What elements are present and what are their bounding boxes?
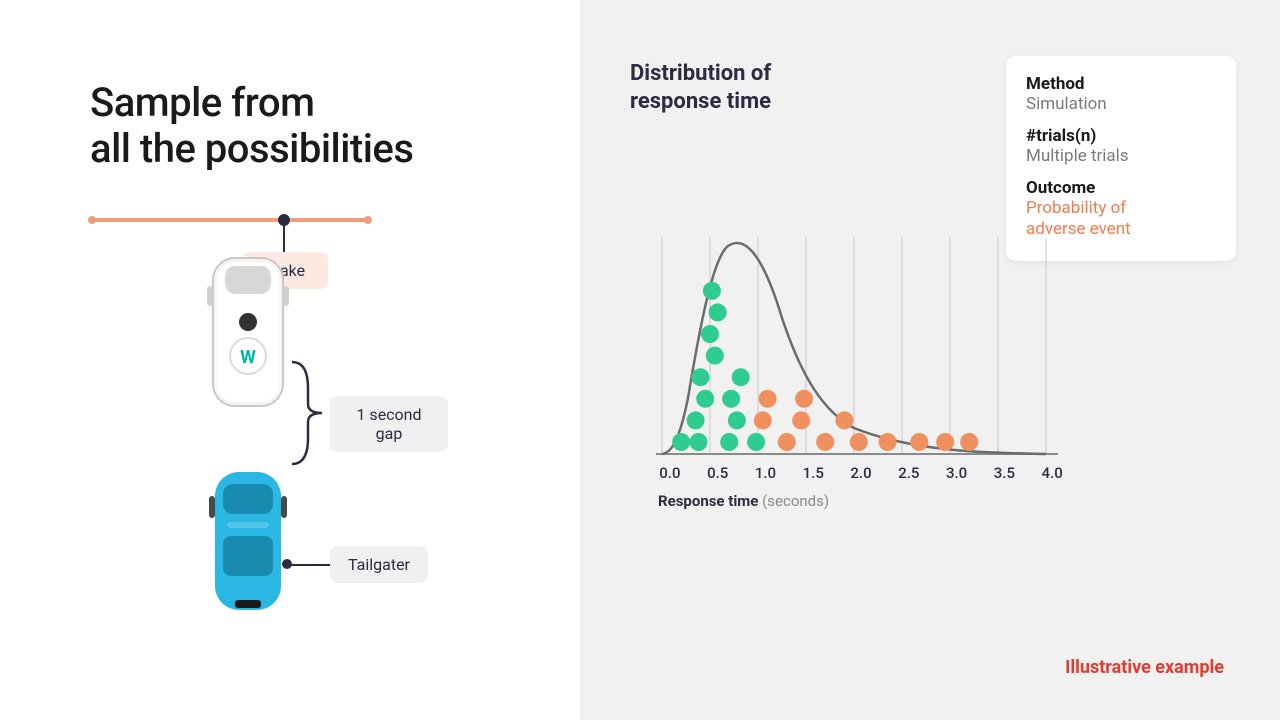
outcome-value-l1: Probability of (1026, 198, 1126, 218)
right-panel: Distribution of response time Method Sim… (580, 0, 1280, 720)
headline-line1: Sample from (90, 79, 314, 126)
slider-stem (283, 224, 285, 252)
headline: Sample from all the possibilities (90, 80, 520, 172)
chart-title-line1: Distribution of (630, 61, 771, 86)
tailgater-label: Tailgater (330, 546, 428, 583)
left-panel: Sample from all the possibilities Brake … (0, 0, 580, 720)
vehicle-diagram: Brake W 1 second gap T (90, 208, 470, 638)
trials-value: Multiple trials (1026, 146, 1216, 166)
distribution-chart: 0.00.51.01.52.02.53.03.54.0 Response tim… (646, 228, 1076, 538)
x-tick: 1.0 (742, 464, 790, 482)
x-axis-labels: 0.00.51.01.52.02.53.03.54.0 (646, 464, 1076, 482)
tailgater-connector-line (287, 564, 331, 566)
x-axis-caption: Response time (seconds) (658, 492, 829, 510)
gap-brace (290, 358, 330, 468)
tailgater-vehicle-icon (205, 466, 291, 616)
method-key: Method (1026, 74, 1216, 94)
x-tick: 0.0 (646, 464, 694, 482)
method-value: Simulation (1026, 94, 1216, 114)
trials-key: #trials(n) (1026, 126, 1216, 146)
x-axis-label-unit: (seconds) (762, 492, 829, 510)
headline-line2: all the possibilities (90, 125, 413, 172)
lead-vehicle-icon: W (205, 252, 291, 412)
slider-track (90, 218, 370, 222)
x-tick: 4.0 (1028, 464, 1076, 482)
x-tick: 3.0 (933, 464, 981, 482)
gap-label: 1 second gap (330, 396, 448, 452)
x-tick: 1.5 (789, 464, 837, 482)
x-tick: 0.5 (694, 464, 742, 482)
outcome-key: Outcome (1026, 178, 1216, 198)
x-tick: 3.5 (980, 464, 1028, 482)
x-axis-label-bold: Response time (658, 492, 758, 510)
chart-title-line2: response time (630, 89, 771, 114)
x-tick: 2.5 (885, 464, 933, 482)
footnote: Illustrative example (1065, 657, 1224, 678)
x-tick: 2.0 (837, 464, 885, 482)
svg-text:W: W (240, 347, 256, 368)
